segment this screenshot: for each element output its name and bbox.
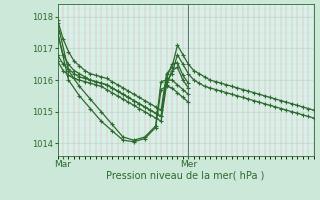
X-axis label: Pression niveau de la mer( hPa ): Pression niveau de la mer( hPa ) — [107, 171, 265, 181]
